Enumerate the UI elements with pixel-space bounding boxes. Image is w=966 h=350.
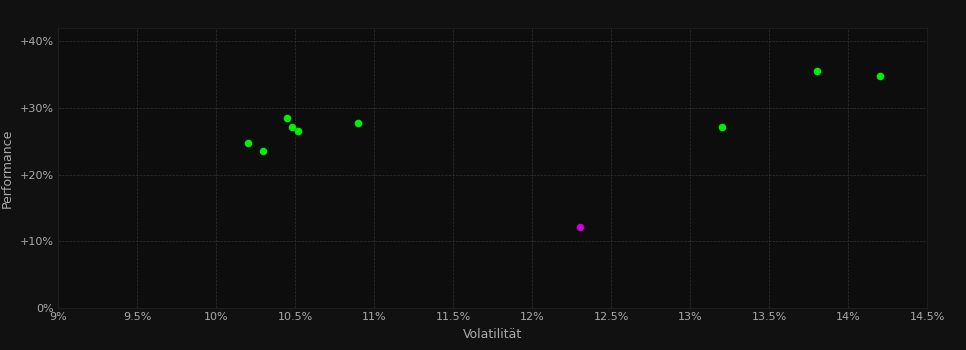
Point — [279, 115, 295, 121]
Point — [809, 69, 824, 74]
Point — [872, 73, 888, 79]
Y-axis label: Performance: Performance — [1, 128, 14, 208]
Point — [240, 141, 255, 146]
Point — [351, 120, 366, 125]
Point — [714, 124, 729, 130]
Point — [284, 124, 299, 130]
X-axis label: Volatilität: Volatilität — [463, 328, 523, 341]
Point — [572, 224, 587, 230]
Point — [291, 128, 306, 134]
Point — [256, 148, 271, 153]
